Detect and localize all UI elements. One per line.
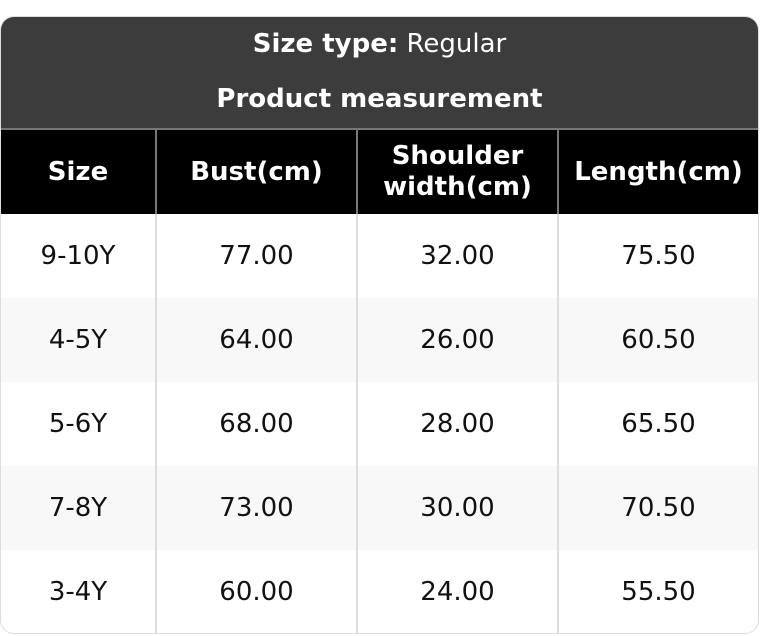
table-cell: 5-6Y (1, 382, 157, 466)
chart-header: Size type: Regular Product measurement (1, 17, 758, 130)
table-cell: 70.50 (558, 466, 758, 550)
size-type-value: Regular (406, 29, 507, 59)
table-cell: 24.00 (357, 550, 559, 633)
column-header: Length(cm) (558, 130, 758, 214)
table-cell: 28.00 (357, 382, 559, 466)
table-cell: 60.50 (558, 298, 758, 382)
size-chart-card: Size type: Regular Product measurement S… (0, 16, 759, 634)
table-cell: 7-8Y (1, 466, 157, 550)
table-cell: 9-10Y (1, 214, 157, 298)
table-cell: 73.00 (156, 466, 358, 550)
table-row: 3-4Y 60.00 24.00 55.50 (1, 550, 758, 633)
table-cell: 26.00 (357, 298, 559, 382)
table-row: 9-10Y 77.00 32.00 75.50 (1, 214, 758, 298)
table-cell: 3-4Y (1, 550, 157, 633)
table-cell: 64.00 (156, 298, 358, 382)
table-cell: 55.50 (621, 577, 696, 607)
table-cell: 32.00 (357, 214, 559, 298)
table-cell: 65.50 (621, 409, 696, 439)
table-row: 7-8Y 73.00 30.00 70.50 (1, 466, 758, 550)
column-header: Bust(cm) (156, 130, 358, 214)
table-row: 5-6Y 68.00 28.00 65.50 (1, 382, 758, 466)
table-cell: 77.00 (156, 214, 358, 298)
header-row: Size Bust(cm) Shoulder width(cm) Length(cm) (1, 130, 758, 214)
size-type: Size type: Regular (1, 17, 758, 60)
table-row: 4-5Y 64.00 26.00 60.50 (1, 298, 758, 382)
table-cell: 75.50 (621, 241, 696, 271)
column-header: Size (1, 130, 157, 214)
chart-title: Product measurement (216, 84, 543, 114)
table-cell: 4-5Y (1, 298, 157, 382)
size-type-label: Size type: (252, 29, 399, 59)
column-header: Shoulder width(cm) (357, 130, 559, 214)
table-cell: 68.00 (156, 382, 358, 466)
table-cell: 60.00 (156, 550, 358, 633)
table-cell: 30.00 (357, 466, 559, 550)
measurement-table: Size Bust(cm) Shoulder width(cm) Length(cm)… (1, 130, 758, 633)
